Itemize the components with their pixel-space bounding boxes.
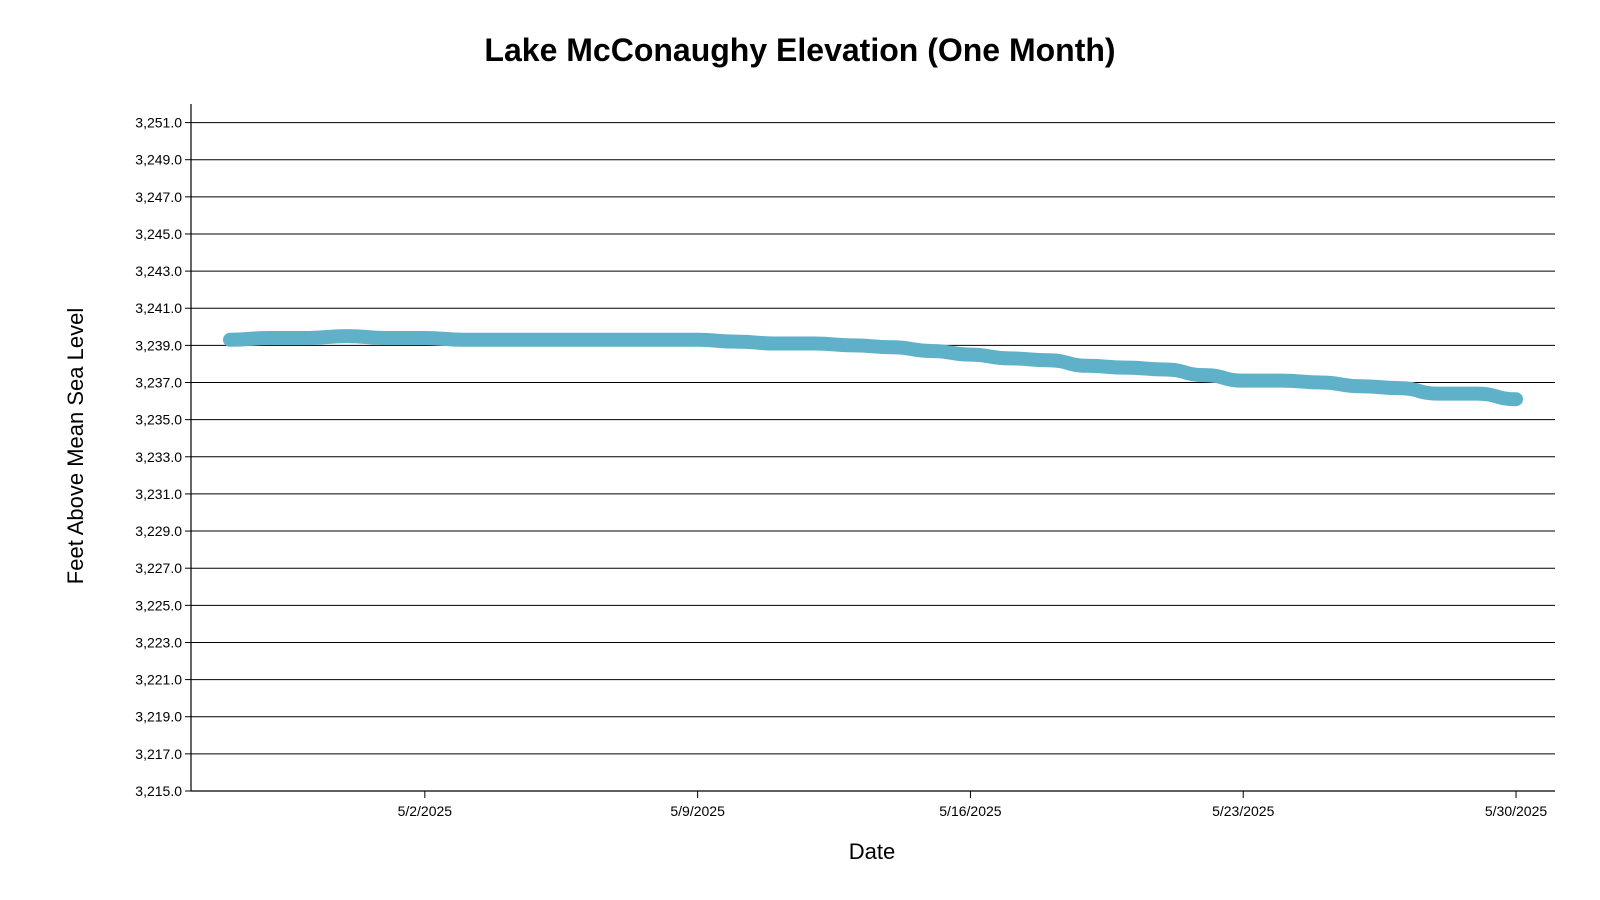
y-tick-label: 3,235.0 [135, 412, 182, 428]
y-tick-label: 3,221.0 [135, 672, 182, 688]
series-layer [222, 329, 1524, 407]
y-tick-label: 3,239.0 [135, 337, 182, 353]
elevation-series-line [222, 329, 1524, 407]
x-tick-label: 5/16/2025 [939, 803, 1001, 819]
x-tick-label: 5/23/2025 [1212, 803, 1274, 819]
y-axis-label: Feet Above Mean Sea Level [63, 308, 88, 584]
x-tick-label: 5/9/2025 [670, 803, 725, 819]
y-tick-label: 3,231.0 [135, 486, 182, 502]
y-tick-label: 3,243.0 [135, 263, 182, 279]
y-tick-label: 3,219.0 [135, 709, 182, 725]
x-axis-label: Date [849, 839, 895, 864]
y-tick-label: 3,241.0 [135, 300, 182, 316]
x-tick-label: 5/2/2025 [398, 803, 453, 819]
y-tick-label: 3,237.0 [135, 375, 182, 391]
y-tick-label: 3,233.0 [135, 449, 182, 465]
y-tick-label: 3,245.0 [135, 226, 182, 242]
chart-title: Lake McConaughy Elevation (One Month) [484, 32, 1115, 68]
y-tick-label: 3,229.0 [135, 523, 182, 539]
gridlines [191, 122, 1555, 792]
y-tick-label: 3,251.0 [135, 115, 182, 131]
y-tick-label: 3,225.0 [135, 597, 182, 613]
y-tick-label: 3,217.0 [135, 746, 182, 762]
y-tick-label: 3,223.0 [135, 634, 182, 650]
x-tick-label: 5/30/2025 [1485, 803, 1547, 819]
y-tick-label: 3,249.0 [135, 152, 182, 168]
x-axis: 5/2/2025 5/9/2025 5/16/2025 5/23/2025 5/30/2… [191, 790, 1555, 819]
y-tick-label: 3,247.0 [135, 189, 182, 205]
y-tick-label: 3,227.0 [135, 560, 182, 576]
y-axis: 3,215.0 3,217.0 3,219.0 3,221.0 3,223.0 3,225… [135, 104, 192, 799]
y-tick-label: 3,215.0 [135, 783, 182, 799]
